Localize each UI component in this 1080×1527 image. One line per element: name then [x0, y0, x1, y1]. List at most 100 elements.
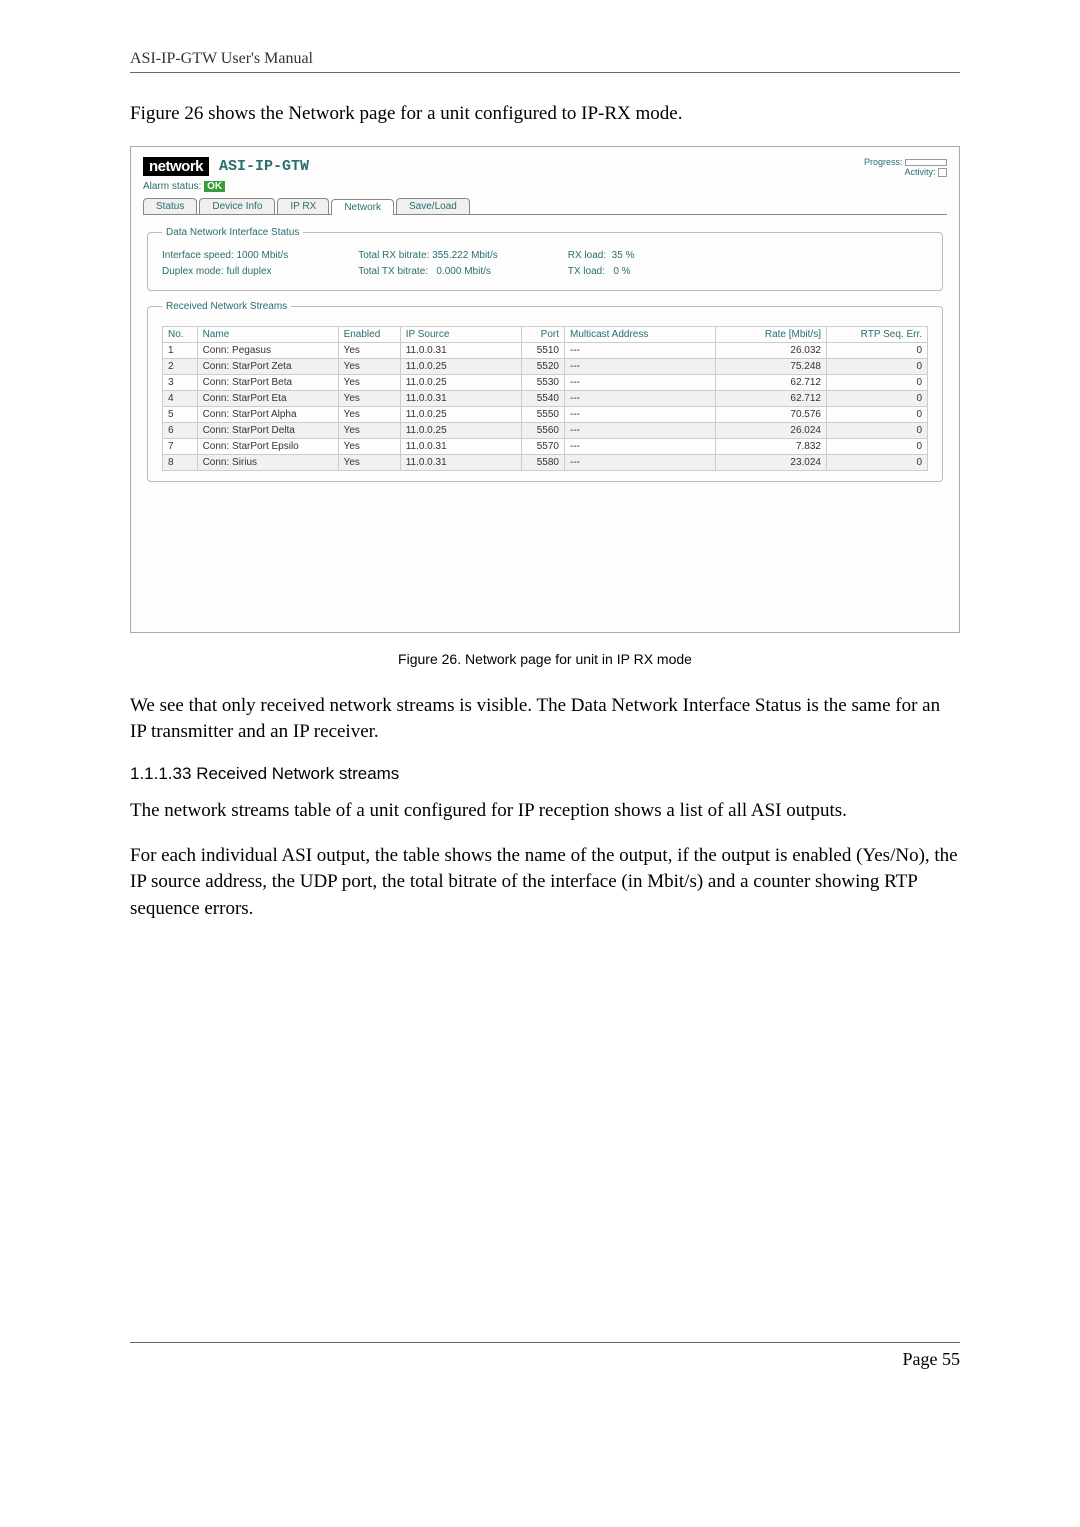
cell-name: Conn: StarPort Delta: [197, 422, 338, 438]
cell-rate: 23.024: [716, 454, 827, 470]
tab-network[interactable]: Network: [331, 199, 394, 215]
page-footer: Page 55: [130, 1342, 960, 1370]
cell-port: 5530: [521, 374, 564, 390]
cell-port: 5540: [521, 390, 564, 406]
cell-name: Conn: Pegasus: [197, 342, 338, 358]
cell-ip: 11.0.0.25: [400, 358, 521, 374]
header-right: Progress: Activity:: [864, 157, 947, 177]
cell-ip: 11.0.0.25: [400, 422, 521, 438]
col-mcast[interactable]: Multicast Address: [565, 326, 716, 342]
cell-port: 5580: [521, 454, 564, 470]
table-row[interactable]: 1Conn: PegasusYes11.0.0.315510---26.0320: [163, 342, 928, 358]
col-rate[interactable]: Rate [Mbit/s]: [716, 326, 827, 342]
col-rtp[interactable]: RTP Seq. Err.: [827, 326, 928, 342]
cell-port: 5570: [521, 438, 564, 454]
cell-rtp: 0: [827, 422, 928, 438]
table-row[interactable]: 5Conn: StarPort AlphaYes11.0.0.255550---…: [163, 406, 928, 422]
cell-rate: 26.024: [716, 422, 827, 438]
table-row[interactable]: 3Conn: StarPort BetaYes11.0.0.255530---6…: [163, 374, 928, 390]
col-port[interactable]: Port: [521, 326, 564, 342]
table-row[interactable]: 4Conn: StarPort EtaYes11.0.0.315540---62…: [163, 390, 928, 406]
col-ipsrc[interactable]: IP Source: [400, 326, 521, 342]
section-number: 1.1.1.33: [130, 764, 191, 783]
cell-enabled: Yes: [338, 390, 400, 406]
table-header-row: No. Name Enabled IP Source Port Multicas…: [163, 326, 928, 342]
cell-port: 5510: [521, 342, 564, 358]
cell-no: 7: [163, 438, 198, 454]
tab-save-load[interactable]: Save/Load: [396, 198, 470, 214]
activity-indicator: [938, 168, 947, 177]
cell-enabled: Yes: [338, 358, 400, 374]
cell-port: 5560: [521, 422, 564, 438]
cell-enabled: Yes: [338, 422, 400, 438]
duplex-val: full duplex: [226, 266, 271, 277]
rx-load-val: 35 %: [612, 250, 635, 261]
cell-name: Conn: StarPort Epsilo: [197, 438, 338, 454]
cell-no: 2: [163, 358, 198, 374]
table-row[interactable]: 2Conn: StarPort ZetaYes11.0.0.255520---7…: [163, 358, 928, 374]
cell-mcast: ---: [565, 374, 716, 390]
col-no[interactable]: No.: [163, 326, 198, 342]
cell-port: 5520: [521, 358, 564, 374]
cell-ip: 11.0.0.31: [400, 454, 521, 470]
screenshot: network ASI-IP-GTW Progress: Activity: A…: [130, 146, 960, 633]
duplex-label: Duplex mode:: [162, 266, 224, 277]
alarm-label: Alarm status:: [143, 181, 201, 192]
cell-rtp: 0: [827, 406, 928, 422]
paragraph-3: For each individual ASI output, the tabl…: [130, 843, 960, 923]
col-enabled[interactable]: Enabled: [338, 326, 400, 342]
cell-rtp: 0: [827, 358, 928, 374]
page-number: Page 55: [903, 1349, 961, 1370]
cell-rate: 62.712: [716, 390, 827, 406]
app-brand: ASI-IP-GTW: [219, 158, 309, 175]
table-row[interactable]: 7Conn: StarPort EpsiloYes11.0.0.315570--…: [163, 438, 928, 454]
paragraph-1: We see that only received network stream…: [130, 693, 960, 746]
table-row[interactable]: 6Conn: StarPort DeltaYes11.0.0.255560---…: [163, 422, 928, 438]
iface-speed-val: 1000 Mbit/s: [237, 250, 289, 261]
cell-mcast: ---: [565, 454, 716, 470]
progress-bar: [905, 159, 947, 166]
cell-rtp: 0: [827, 342, 928, 358]
section-heading: 1.1.1.33 Received Network streams: [130, 764, 960, 784]
cell-mcast: ---: [565, 406, 716, 422]
cell-ip: 11.0.0.25: [400, 406, 521, 422]
cell-name: Conn: StarPort Beta: [197, 374, 338, 390]
table-row[interactable]: 8Conn: SiriusYes11.0.0.315580---23.0240: [163, 454, 928, 470]
cell-no: 6: [163, 422, 198, 438]
cell-mcast: ---: [565, 438, 716, 454]
cell-port: 5550: [521, 406, 564, 422]
cell-no: 5: [163, 406, 198, 422]
cell-ip: 11.0.0.31: [400, 342, 521, 358]
tx-bitrate-label: Total TX bitrate:: [358, 266, 428, 277]
cell-name: Conn: StarPort Eta: [197, 390, 338, 406]
activity-label: Activity:: [904, 167, 935, 177]
tab-ip-rx[interactable]: IP RX: [277, 198, 329, 214]
cell-rate: 7.832: [716, 438, 827, 454]
col-name[interactable]: Name: [197, 326, 338, 342]
streams-fieldset: Received Network Streams No. Name Enable…: [147, 301, 943, 482]
cell-enabled: Yes: [338, 374, 400, 390]
tab-status[interactable]: Status: [143, 198, 197, 214]
cell-rtp: 0: [827, 438, 928, 454]
rx-bitrate-val: 355.222 Mbit/s: [432, 250, 498, 261]
page-header: ASI-IP-GTW User's Manual: [130, 50, 960, 73]
iface-speed-label: Interface speed:: [162, 250, 234, 261]
cell-name: Conn: Sirius: [197, 454, 338, 470]
cell-enabled: Yes: [338, 454, 400, 470]
tx-load-val: 0 %: [613, 266, 630, 277]
cell-rate: 75.248: [716, 358, 827, 374]
app-logo: network: [143, 157, 209, 176]
cell-rtp: 0: [827, 374, 928, 390]
cell-rate: 70.576: [716, 406, 827, 422]
cell-name: Conn: StarPort Alpha: [197, 406, 338, 422]
intro-text: Figure 26 shows the Network page for a u…: [130, 101, 960, 128]
cell-no: 3: [163, 374, 198, 390]
tab-device-info[interactable]: Device Info: [199, 198, 275, 214]
status-legend: Data Network Interface Status: [162, 227, 303, 238]
cell-name: Conn: StarPort Zeta: [197, 358, 338, 374]
cell-mcast: ---: [565, 342, 716, 358]
section-title: Received Network streams: [196, 764, 399, 783]
rx-load-label: RX load:: [568, 250, 606, 261]
streams-legend: Received Network Streams: [162, 301, 291, 312]
cell-mcast: ---: [565, 390, 716, 406]
